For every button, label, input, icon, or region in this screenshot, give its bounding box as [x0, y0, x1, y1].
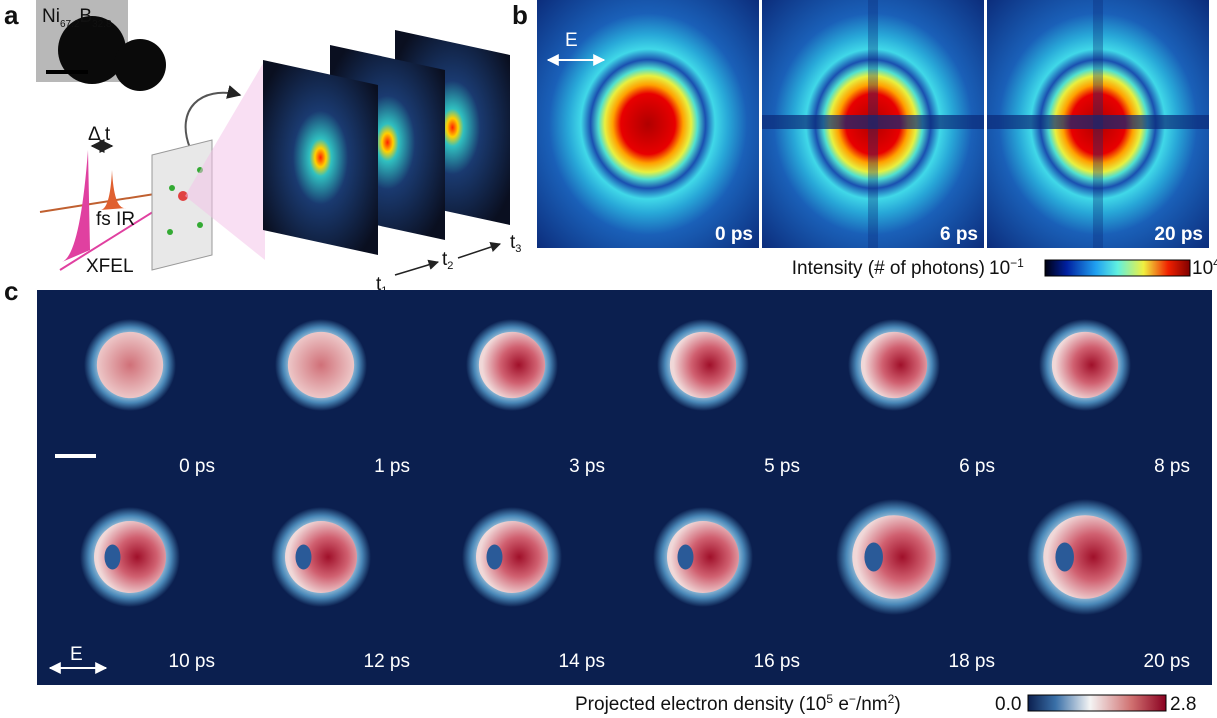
colorbar	[1028, 695, 1166, 711]
void	[678, 545, 694, 570]
colorbar-min: 0.0	[995, 694, 1021, 715]
beamstop	[868, 0, 878, 248]
time-label: t3	[510, 232, 521, 255]
pump-label: fs IR	[96, 209, 135, 230]
particle	[114, 39, 166, 91]
field-label: E	[565, 30, 578, 51]
time-label: 6 ps	[940, 224, 978, 245]
time-label: 1 ps	[374, 456, 410, 477]
beamstop	[1093, 0, 1103, 248]
void	[105, 545, 121, 570]
core	[861, 332, 927, 398]
void	[296, 545, 312, 570]
void	[864, 543, 883, 572]
panel-a: a Ni67.2B32.8 Δ t fs IR XFEL t1 t2 t3	[4, 0, 521, 297]
probe-label: XFEL	[86, 256, 134, 277]
panel-b: b 0 ps 6 ps 20 ps E Intensity (# of photons…	[512, 0, 1217, 279]
colorbar-title: Intensity (# of photons)	[792, 258, 985, 279]
field-label: E	[70, 644, 83, 665]
panel-background	[37, 290, 1212, 685]
diffraction-frame	[263, 60, 378, 255]
panel-c: c 0 ps 1 ps 3 ps 5 ps 6 ps 8 ps 10 ps 12 ps 14 p…	[4, 276, 1212, 715]
colorbar-min: 10−1	[989, 256, 1024, 279]
time-label: 20 ps	[1154, 224, 1203, 245]
panel-label: a	[4, 0, 19, 30]
time-label: 0 ps	[715, 224, 753, 245]
diffraction-image: 6 ps	[762, 0, 984, 248]
time-label: 5 ps	[764, 456, 800, 477]
time-label: 8 ps	[1154, 456, 1190, 477]
time-label: 0 ps	[179, 456, 215, 477]
core	[288, 332, 354, 398]
colorbar	[1045, 260, 1190, 276]
core	[479, 332, 545, 398]
void	[1055, 543, 1074, 572]
ir-pulse	[100, 170, 126, 210]
figure: a Ni67.2B32.8 Δ t fs IR XFEL t1 t2 t3 b …	[0, 0, 1217, 718]
core	[97, 332, 163, 398]
core	[670, 332, 736, 398]
colorbar-max: 104	[1192, 256, 1217, 279]
time-label: 10 ps	[169, 651, 215, 672]
panel-label: b	[512, 0, 528, 30]
time-label: 14 ps	[559, 651, 605, 672]
delay-label: Δ t	[88, 124, 111, 145]
time-label: 20 ps	[1144, 651, 1190, 672]
time-label: 18 ps	[949, 651, 995, 672]
time-label: 16 ps	[754, 651, 800, 672]
time-label: t2	[442, 249, 453, 272]
void	[487, 545, 503, 570]
time-label: 12 ps	[364, 651, 410, 672]
panel-label: c	[4, 276, 18, 306]
colorbar-max: 2.8	[1170, 694, 1196, 715]
time-label: 6 ps	[959, 456, 995, 477]
time-label: 3 ps	[569, 456, 605, 477]
diffraction-image: 20 ps	[987, 0, 1209, 248]
core	[1052, 332, 1118, 398]
colorbar-title: Projected electron density (105 e−/nm2)	[575, 692, 901, 715]
